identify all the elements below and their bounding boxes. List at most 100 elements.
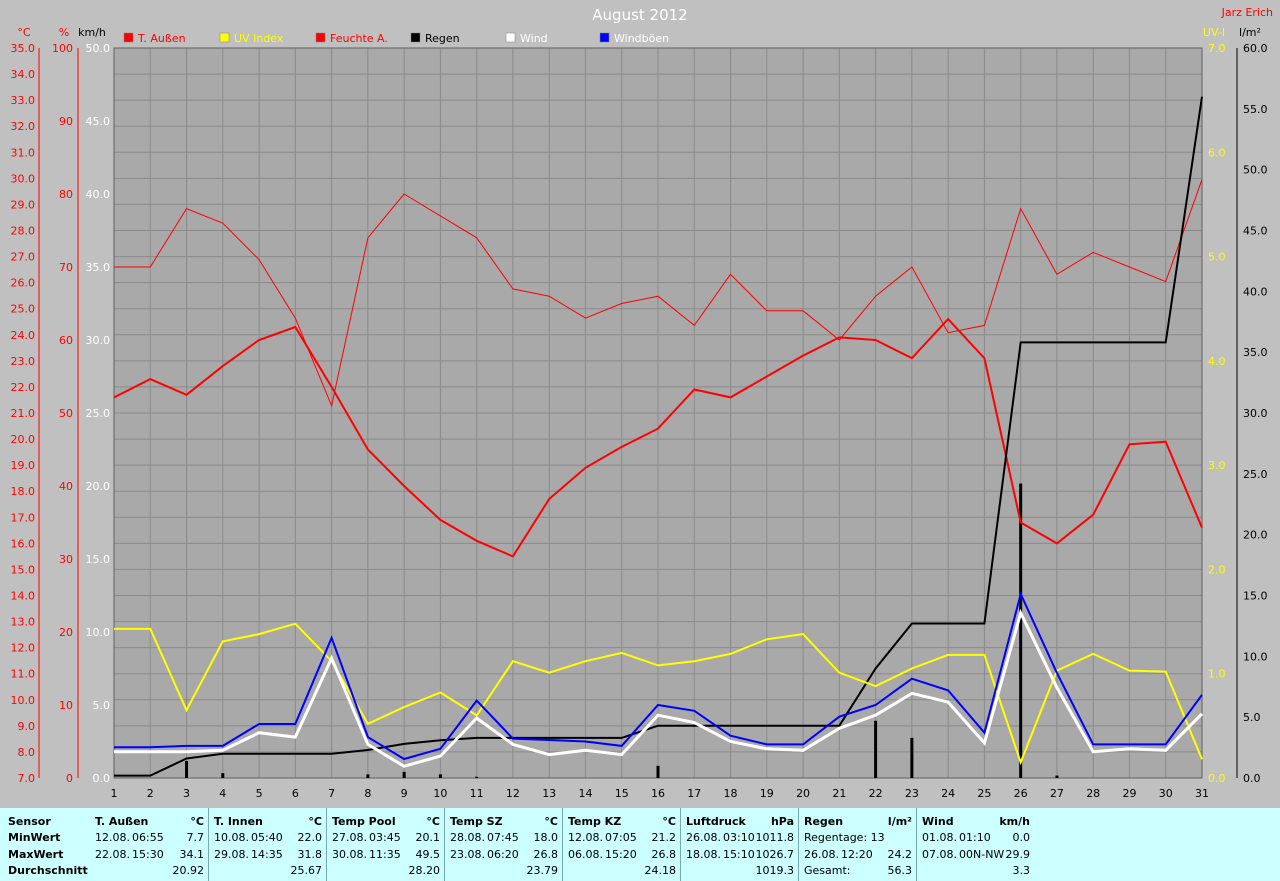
day-tick-label: 23 [905,787,919,800]
temp-tick-label: 28.0 [11,225,36,238]
stats-min-date: 26.08. [686,831,721,844]
stats-min-date: 12.08. [568,831,603,844]
day-tick-label: 8 [364,787,371,800]
humidity-tick-label: 40 [59,480,73,493]
stats-min-label: MinWert [8,831,61,844]
day-tick-label: 15 [615,787,629,800]
wind-unit-label: km/h [78,26,106,39]
temp-unit-label: °C [17,26,31,39]
stats-max-value: 49.5 [415,848,441,861]
stats-max-time: 14:35 [251,848,283,861]
rain-tick-label: 45.0 [1243,225,1268,238]
stats-unit: l/m² [887,815,912,828]
stats-label-column: Sensor MinWert MaxWert Durchschnitt [0,808,90,881]
temp-tick-label: 14.0 [11,590,36,603]
series-line-windb-en [114,591,1203,761]
humidity-tick-label: 20 [59,626,73,639]
temp-tick-label: 32.0 [11,120,36,133]
day-tick-label: 2 [147,787,154,800]
temp-tick-label: 25.0 [11,303,36,316]
legend-label: Feuchte A. [330,32,388,45]
author-label: Jarz Erich [1221,6,1273,19]
stats-min-date: Regentage: 13 [804,831,885,844]
humidity-tick-label: 30 [59,553,73,566]
legend-label: UV Index [234,32,284,45]
humidity-tick-label: 0 [66,772,73,785]
day-tick-label: 31 [1195,787,1209,800]
stats-min-value: 0.0 [1012,831,1031,844]
stats-column: Temp SZ °C 28.08. 07:45 18.0 23.08. 06:20 26.8 2… [444,808,562,881]
stats-sensor-name: T. Außen [95,815,149,828]
wind-tick-label: 50.0 [86,42,111,55]
stats-max-value: 34.1 [179,848,205,861]
stats-min-time: 05:40 [251,831,283,844]
uv-tick-label: 4.0 [1208,355,1226,368]
stats-unit: hPa [770,815,794,828]
stats-unit: °C [308,815,322,828]
series-line-wind [114,608,1204,768]
temp-tick-label: 13.0 [11,616,36,629]
temp-tick-label: 30.0 [11,172,36,185]
stats-max-label: MaxWert [8,848,64,861]
stats-max-value: 26.8 [651,848,677,861]
uv-tick-label: 1.0 [1208,668,1226,681]
humidity-tick-label: 60 [59,334,73,347]
temp-tick-label: 19.0 [11,459,36,472]
stats-max-value: 31.8 [297,848,323,861]
day-tick-label: 5 [256,787,263,800]
day-tick-label: 20 [796,787,810,800]
stats-column: Temp KZ °C 12.08. 07:05 21.2 06.08. 15:20 26.8 2… [562,808,680,881]
rain-tick-label: 25.0 [1243,468,1268,481]
day-tick-label: 19 [760,787,774,800]
day-tick-label: 6 [292,787,299,800]
stats-min-time: 03:45 [369,831,401,844]
rain-tick-label: 60.0 [1243,42,1268,55]
humidity-tick-label: 50 [59,407,73,420]
stats-max-date: 18.08. [686,848,721,861]
stats-max-date: 06.08. [568,848,603,861]
statistics-panel: Sensor MinWert MaxWert Durchschnitt T. A… [0,808,1280,881]
day-tick-label: 12 [506,787,520,800]
wind-tick-label: 45.0 [86,115,111,128]
temp-tick-label: 16.0 [11,537,36,550]
stats-min-time: 07:45 [487,831,519,844]
stats-max-time: 15:20 [605,848,637,861]
stats-avg-value: 1019.3 [755,864,795,877]
day-tick-label: 26 [1014,787,1028,800]
stats-avg-value: 20.92 [172,864,205,877]
stats-min-date: 10.08. [214,831,249,844]
stats-column: T. Innen °C 10.08. 05:40 22.0 29.08. 14:35 31.8… [208,808,326,881]
rain-tick-label: 10.0 [1243,650,1268,663]
temp-tick-label: 23.0 [11,355,36,368]
temp-tick-label: 29.0 [11,198,36,211]
wind-tick-label: 40.0 [86,188,111,201]
uv-tick-label: 5.0 [1208,251,1226,264]
stats-avg-label: Durchschnitt [8,864,88,877]
day-tick-label: 28 [1086,787,1100,800]
daily-rain-bar [402,771,406,778]
day-tick-label: 11 [470,787,484,800]
stats-min-time: 06:55 [132,831,164,844]
stats-min-value: 22.0 [297,831,323,844]
wind-tick-label: 15.0 [86,553,111,566]
daily-rain-bar [475,776,479,778]
day-tick-label: 17 [687,787,701,800]
legend-swatch [410,32,421,43]
temp-tick-label: 17.0 [11,511,36,524]
stats-sensor-name: Luftdruck [686,815,746,828]
temp-tick-label: 24.0 [11,329,36,342]
temp-tick-label: 34.0 [11,68,36,81]
daily-rain-bar [1019,483,1023,778]
day-tick-label: 7 [328,787,335,800]
temp-tick-label: 27.0 [11,251,36,264]
humidity-tick-label: 70 [59,261,73,274]
uv-tick-label: 6.0 [1208,146,1226,159]
series-line-t-au-en [113,317,1203,558]
rain-tick-label: 40.0 [1243,285,1268,298]
stats-avg-value: 23.79 [526,864,559,877]
stats-unit: °C [426,815,440,828]
stats-min-date: 28.08. [450,831,485,844]
uv-unit-label: UV-I [1203,26,1225,39]
stats-sensor-name: Temp SZ [450,815,503,828]
day-tick-label: 3 [183,787,190,800]
